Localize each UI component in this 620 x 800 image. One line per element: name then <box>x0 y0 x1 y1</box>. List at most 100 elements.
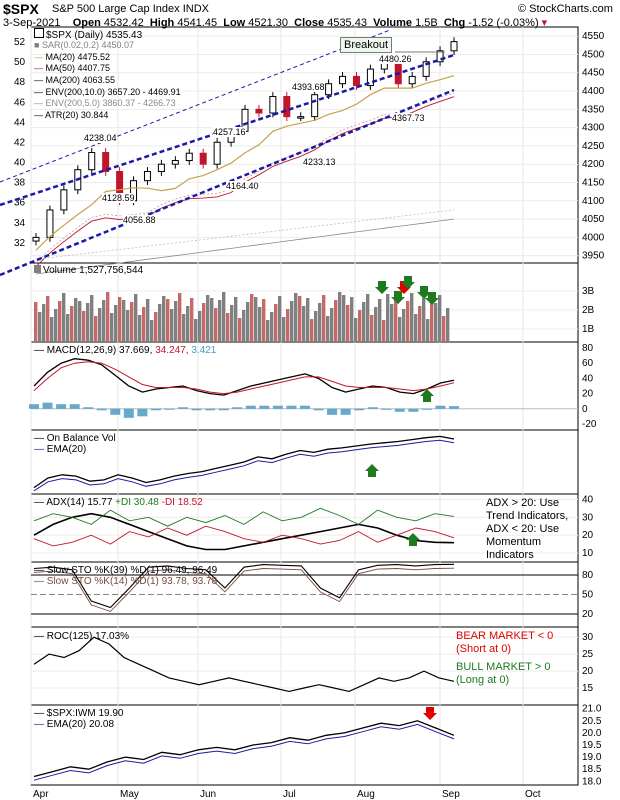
volume-bar <box>206 295 210 342</box>
volume-bar <box>50 317 54 342</box>
price-y-tick-left: 42 <box>14 137 26 148</box>
sto-legend-2: — Slow STO %K(14) %D(1) 93.78, 93.78 <box>34 576 218 587</box>
volume-bar <box>114 305 118 342</box>
macd-histogram-bar <box>272 405 283 409</box>
candle-body <box>269 96 277 114</box>
volume-bar <box>410 293 414 342</box>
volume-bar <box>438 295 442 342</box>
candle-body <box>60 189 68 211</box>
up-arrow-icon <box>420 389 434 402</box>
macd-histogram-bar <box>137 408 148 417</box>
volume-bar <box>318 303 322 342</box>
macd-line <box>33 358 455 396</box>
ratio-ema-legend: — EMA(20) 20.08 <box>34 719 115 730</box>
volume-bar <box>202 303 206 342</box>
ratio-y-tick: 20.5 <box>582 716 602 727</box>
legend-atr: — ATR(20) 30.844 <box>34 110 109 120</box>
ratio-y-tick: 19.0 <box>582 752 602 763</box>
volume-bar <box>302 306 306 342</box>
price-y-tick: 4000 <box>582 232 605 243</box>
volume-bar <box>422 298 426 342</box>
price-y-tick: 4350 <box>582 104 605 115</box>
price-y-tick-left: 36 <box>14 198 26 209</box>
candle-body <box>422 61 430 77</box>
x-tick-label: May <box>120 789 139 800</box>
price-y-tick-left: 44 <box>14 117 26 128</box>
macd-histogram-bar <box>29 404 39 409</box>
volume-y-tick: 1B <box>582 324 595 335</box>
macd-y-tick: 40 <box>582 373 594 384</box>
legend-env10: — ENV(200,10.0) 3657.20 - 4469.91 <box>34 87 181 97</box>
volume-bar <box>282 317 286 342</box>
volume-bar <box>122 300 126 342</box>
volume-bar <box>298 296 302 342</box>
volume-bar <box>138 315 142 342</box>
down-arrow-icon <box>375 281 389 294</box>
price-y-tick: 4450 <box>582 68 605 79</box>
candle-body <box>199 152 207 165</box>
price-y-tick: 4500 <box>582 49 605 60</box>
obv-ema-line <box>33 439 455 492</box>
chart-marks: Apr May Jun Jul Aug Sep Oct3950400040504100415… <box>0 29 605 800</box>
price-y-tick: 4300 <box>582 123 605 134</box>
source-label[interactable]: © StockCharts.com <box>518 3 613 15</box>
volume-bar <box>54 309 58 342</box>
volume-bar <box>242 310 246 342</box>
lower-trendline <box>0 88 455 277</box>
price-label: 4128.59 <box>102 193 135 203</box>
up-arrow-icon <box>365 464 379 477</box>
candle-body <box>255 108 263 114</box>
volume-bar <box>166 299 170 342</box>
volume-bar <box>414 314 418 342</box>
adx-line <box>33 512 455 551</box>
volume-bar <box>82 311 86 342</box>
macd-histogram-bar <box>178 407 189 409</box>
macd-histogram-bar <box>191 408 202 411</box>
volume-bar <box>354 318 358 342</box>
volume-bar <box>182 314 186 342</box>
ratio-y-tick: 21.0 <box>582 704 602 715</box>
volume-bar <box>286 309 290 342</box>
price-y-tick: 4250 <box>582 141 605 152</box>
volume-bar <box>162 296 166 342</box>
roc-line <box>33 636 455 693</box>
volume-bar <box>178 293 182 342</box>
macd-histogram-bar <box>408 408 419 412</box>
bear-note: BEAR MARKET < 0 (Short at 0) <box>456 630 554 655</box>
volume-bar <box>358 310 362 342</box>
volume-bar <box>334 300 338 342</box>
sto-legend-1: — Slow STO %K(39) %D(1) 96.49, 96.49 <box>34 565 218 576</box>
obv-line <box>33 435 455 489</box>
volume-bar <box>394 296 398 342</box>
volume-bar <box>314 311 318 342</box>
roc-y-tick: 15 <box>582 683 594 694</box>
volume-bar <box>374 307 378 342</box>
price-y-tick: 4200 <box>582 159 605 170</box>
volume-bar <box>186 306 190 342</box>
candle-body <box>366 68 374 87</box>
macd-histogram-bar <box>340 408 351 415</box>
volume-bar <box>398 317 402 342</box>
legend-sar: ■ SAR(0.02,0.2) 4450.07 <box>34 40 134 50</box>
candle-body <box>325 83 333 96</box>
price-y-tick-left: 46 <box>14 97 26 108</box>
volume-bar <box>94 316 98 342</box>
volume-bar <box>78 301 82 342</box>
macd-signal-line <box>33 361 455 395</box>
volume-bar <box>266 320 270 342</box>
plus-di-line <box>33 507 455 527</box>
macd-histogram-bar <box>449 406 459 409</box>
volume-bar <box>270 312 274 342</box>
legend-env5: — ENV(200,5.0) 3860.37 - 4266.73 <box>34 98 176 108</box>
volume-bar <box>382 320 386 342</box>
volume-bar <box>174 301 178 342</box>
ratio-y-tick: 20.0 <box>582 728 602 739</box>
candle-body <box>88 152 96 171</box>
sto-y-tick: 50 <box>582 590 594 601</box>
volume-bar <box>146 299 150 342</box>
price-y-tick: 4550 <box>582 31 605 42</box>
price-label: 4480.26 <box>379 54 412 64</box>
candle-body <box>102 152 110 173</box>
ratio-ema-line <box>33 723 455 781</box>
up-arrow-icon <box>406 533 420 546</box>
